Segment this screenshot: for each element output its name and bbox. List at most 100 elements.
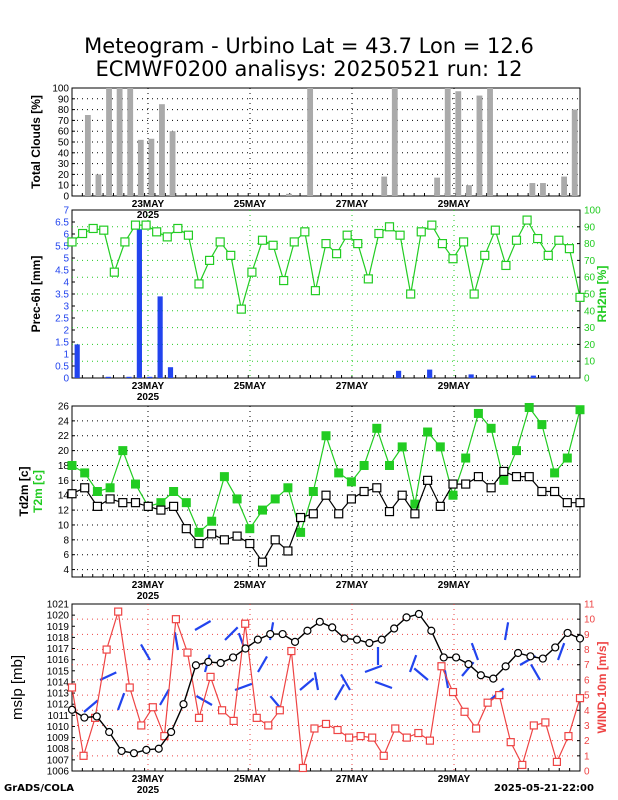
cloud-bar — [307, 88, 314, 196]
y-tick-label: 1006 — [47, 767, 70, 778]
t2m-marker — [131, 479, 140, 489]
td2m-marker — [397, 490, 407, 500]
y-tick-label: 40 — [584, 306, 596, 317]
y-tick-label: 5 — [63, 254, 69, 265]
td2m-marker — [410, 509, 420, 519]
wind-speed-marker — [483, 698, 492, 707]
x-tick-label: 25MAY — [234, 580, 267, 591]
mslp-marker — [489, 674, 498, 683]
rh-marker — [522, 215, 532, 225]
td2m-marker — [435, 501, 445, 511]
wind-barb — [224, 626, 239, 641]
mslp-marker — [80, 713, 89, 722]
y-tick-label: 100 — [584, 206, 601, 217]
rh-marker — [162, 232, 172, 242]
y-tick-label: 0.5 — [55, 362, 69, 373]
rh-marker — [247, 267, 257, 277]
td2m-marker — [80, 483, 90, 493]
y-tick-label: 60 — [584, 273, 596, 284]
rh-marker — [353, 239, 363, 249]
t2m-marker — [232, 494, 242, 504]
y-tick-label: 1016 — [47, 655, 70, 666]
t2m-marker — [207, 516, 217, 526]
y-tick-label: 1008 — [47, 744, 70, 755]
mslp-marker — [204, 657, 213, 666]
y-tick-label: 1010 — [47, 722, 70, 733]
wind-speed-marker — [310, 724, 319, 733]
wind-speed-marker — [368, 733, 377, 742]
x-tick-label: 23MAY — [132, 774, 165, 785]
y-tick-label: 10 — [58, 181, 70, 192]
wind-speed-marker — [148, 703, 157, 712]
precip-bar — [136, 229, 142, 378]
td2m-marker — [575, 498, 585, 508]
cloud-bar — [381, 176, 388, 196]
t2m-marker — [423, 427, 433, 437]
wind-speed-marker — [506, 738, 515, 747]
wind-barb — [173, 632, 180, 651]
rh-marker — [416, 227, 426, 237]
y-tick-label: 8 — [63, 535, 69, 546]
td2m-marker — [270, 535, 280, 545]
t2m-marker — [537, 420, 547, 430]
wind-speed-marker — [344, 733, 354, 742]
wind-speed-marker — [437, 662, 446, 671]
wind-barb — [408, 654, 418, 673]
y-tick-label: 1011 — [47, 711, 69, 722]
x-tick-label: 23MAY — [132, 381, 165, 392]
mslp-marker — [451, 653, 461, 662]
wind-speed-marker — [356, 731, 365, 741]
rh-marker — [501, 260, 511, 271]
mslp-marker — [303, 626, 312, 635]
wind-barb — [116, 692, 126, 711]
wind-speed-marker — [391, 724, 400, 733]
t2m-marker — [283, 483, 293, 493]
rh-marker — [384, 222, 395, 232]
wind-speed-marker — [171, 615, 181, 624]
y-tick-label: 9 — [584, 630, 590, 641]
t2m-marker — [334, 468, 344, 478]
y-tick-label: 3 — [584, 721, 590, 732]
mslp-marker — [266, 629, 275, 639]
precip-bar — [147, 376, 153, 378]
precip-ylabel: Prec-6h [mm] — [29, 256, 43, 333]
rh-marker — [257, 235, 268, 245]
y-tick-label: 26 — [58, 402, 70, 413]
y-tick-label: 1018 — [47, 633, 70, 644]
td2m-marker — [473, 472, 483, 482]
cloud-bar — [286, 193, 292, 196]
y-tick-label: 7 — [63, 206, 69, 217]
y-tick-label: 70 — [58, 116, 70, 127]
t2m-marker — [359, 460, 369, 470]
mslp-marker — [290, 637, 300, 646]
x-tick-label: 27MAY — [336, 580, 369, 591]
precip-bar — [74, 344, 80, 378]
y-tick-label: 11 — [584, 600, 595, 611]
y-tick-label: 90 — [584, 222, 596, 233]
cloud-bar — [148, 138, 155, 196]
t2m-marker — [80, 468, 90, 478]
y-tick-label: 4 — [63, 565, 69, 576]
rh-marker — [374, 228, 384, 239]
y-tick-label: 7 — [584, 660, 590, 671]
rh-marker — [554, 235, 564, 245]
y-tick-label: 30 — [58, 159, 70, 170]
y-tick-label: 20 — [58, 170, 70, 181]
y-tick-label: 5 — [584, 691, 590, 702]
wind-speed-marker — [114, 607, 123, 616]
wind-speed-marker — [217, 706, 227, 715]
y-tick-label: 16 — [58, 476, 70, 487]
t2m-marker — [105, 483, 115, 493]
mslp-marker — [352, 635, 362, 644]
mslp-marker — [390, 624, 399, 633]
cloud-bar — [487, 88, 493, 196]
y-tick-label: 80 — [58, 105, 70, 116]
wind-speed-marker — [471, 724, 481, 733]
mslp-marker — [402, 613, 411, 622]
y-tick-label: 2.5 — [55, 314, 69, 325]
precip-bar — [530, 375, 536, 378]
x-tick-label: 25MAY — [234, 774, 267, 785]
rh-marker — [564, 244, 575, 254]
td2m-marker — [67, 489, 77, 499]
wind-speed-marker — [529, 721, 538, 730]
